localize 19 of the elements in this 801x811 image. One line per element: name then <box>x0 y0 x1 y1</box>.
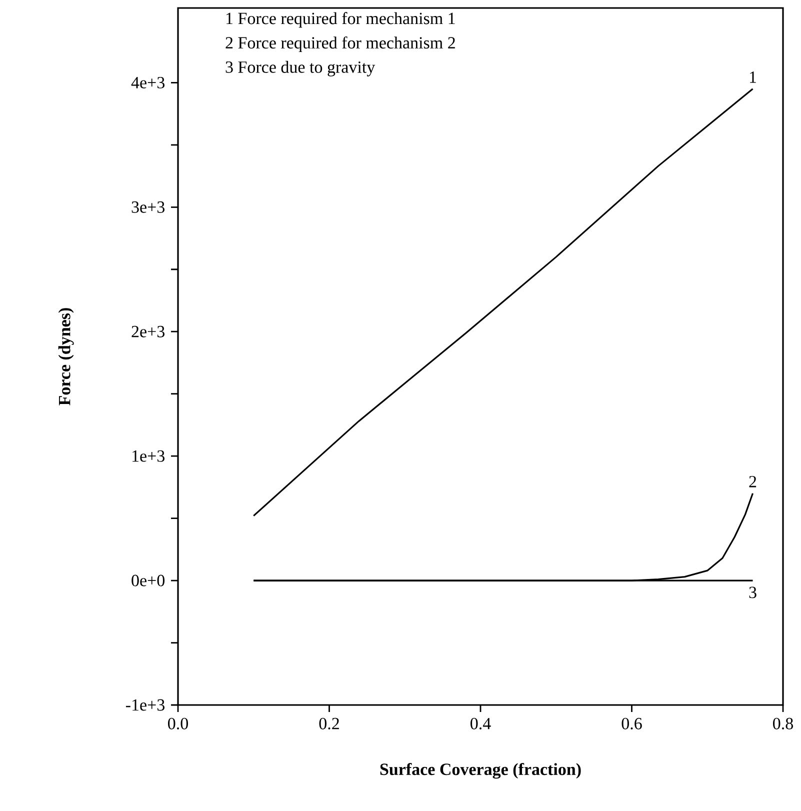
series-label: 2 <box>749 476 756 488</box>
annotation: 2 Force required for mechanism 2 <box>226 36 455 52</box>
x-tick-label: 0.6 <box>622 718 642 730</box>
annotation: 1 Force required for mechanism 1 <box>226 12 455 28</box>
x-axis-title: Surface Coverage (fraction) <box>380 762 581 779</box>
y-tick-label: 2e+3 <box>132 326 164 338</box>
y-tick-label: 3e+3 <box>132 201 164 213</box>
y-tick-label: 4e+3 <box>131 76 164 88</box>
y-tick-label: 1e+3 <box>132 450 164 462</box>
series-label: 1 <box>750 71 756 83</box>
x-tick-label: 0.8 <box>773 718 793 730</box>
y-tick-label: 0e+0 <box>132 574 164 586</box>
y-tick-label: -1e+3 <box>126 699 164 711</box>
annotation: 3 Force due to gravity <box>226 60 376 76</box>
series-label: 3 <box>749 586 756 598</box>
y-axis-title: Force (dynes) <box>58 308 74 406</box>
x-tick-label: 0.2 <box>319 718 339 730</box>
x-tick-label: 0.4 <box>470 718 491 730</box>
x-tick-label: 0.0 <box>168 718 188 730</box>
